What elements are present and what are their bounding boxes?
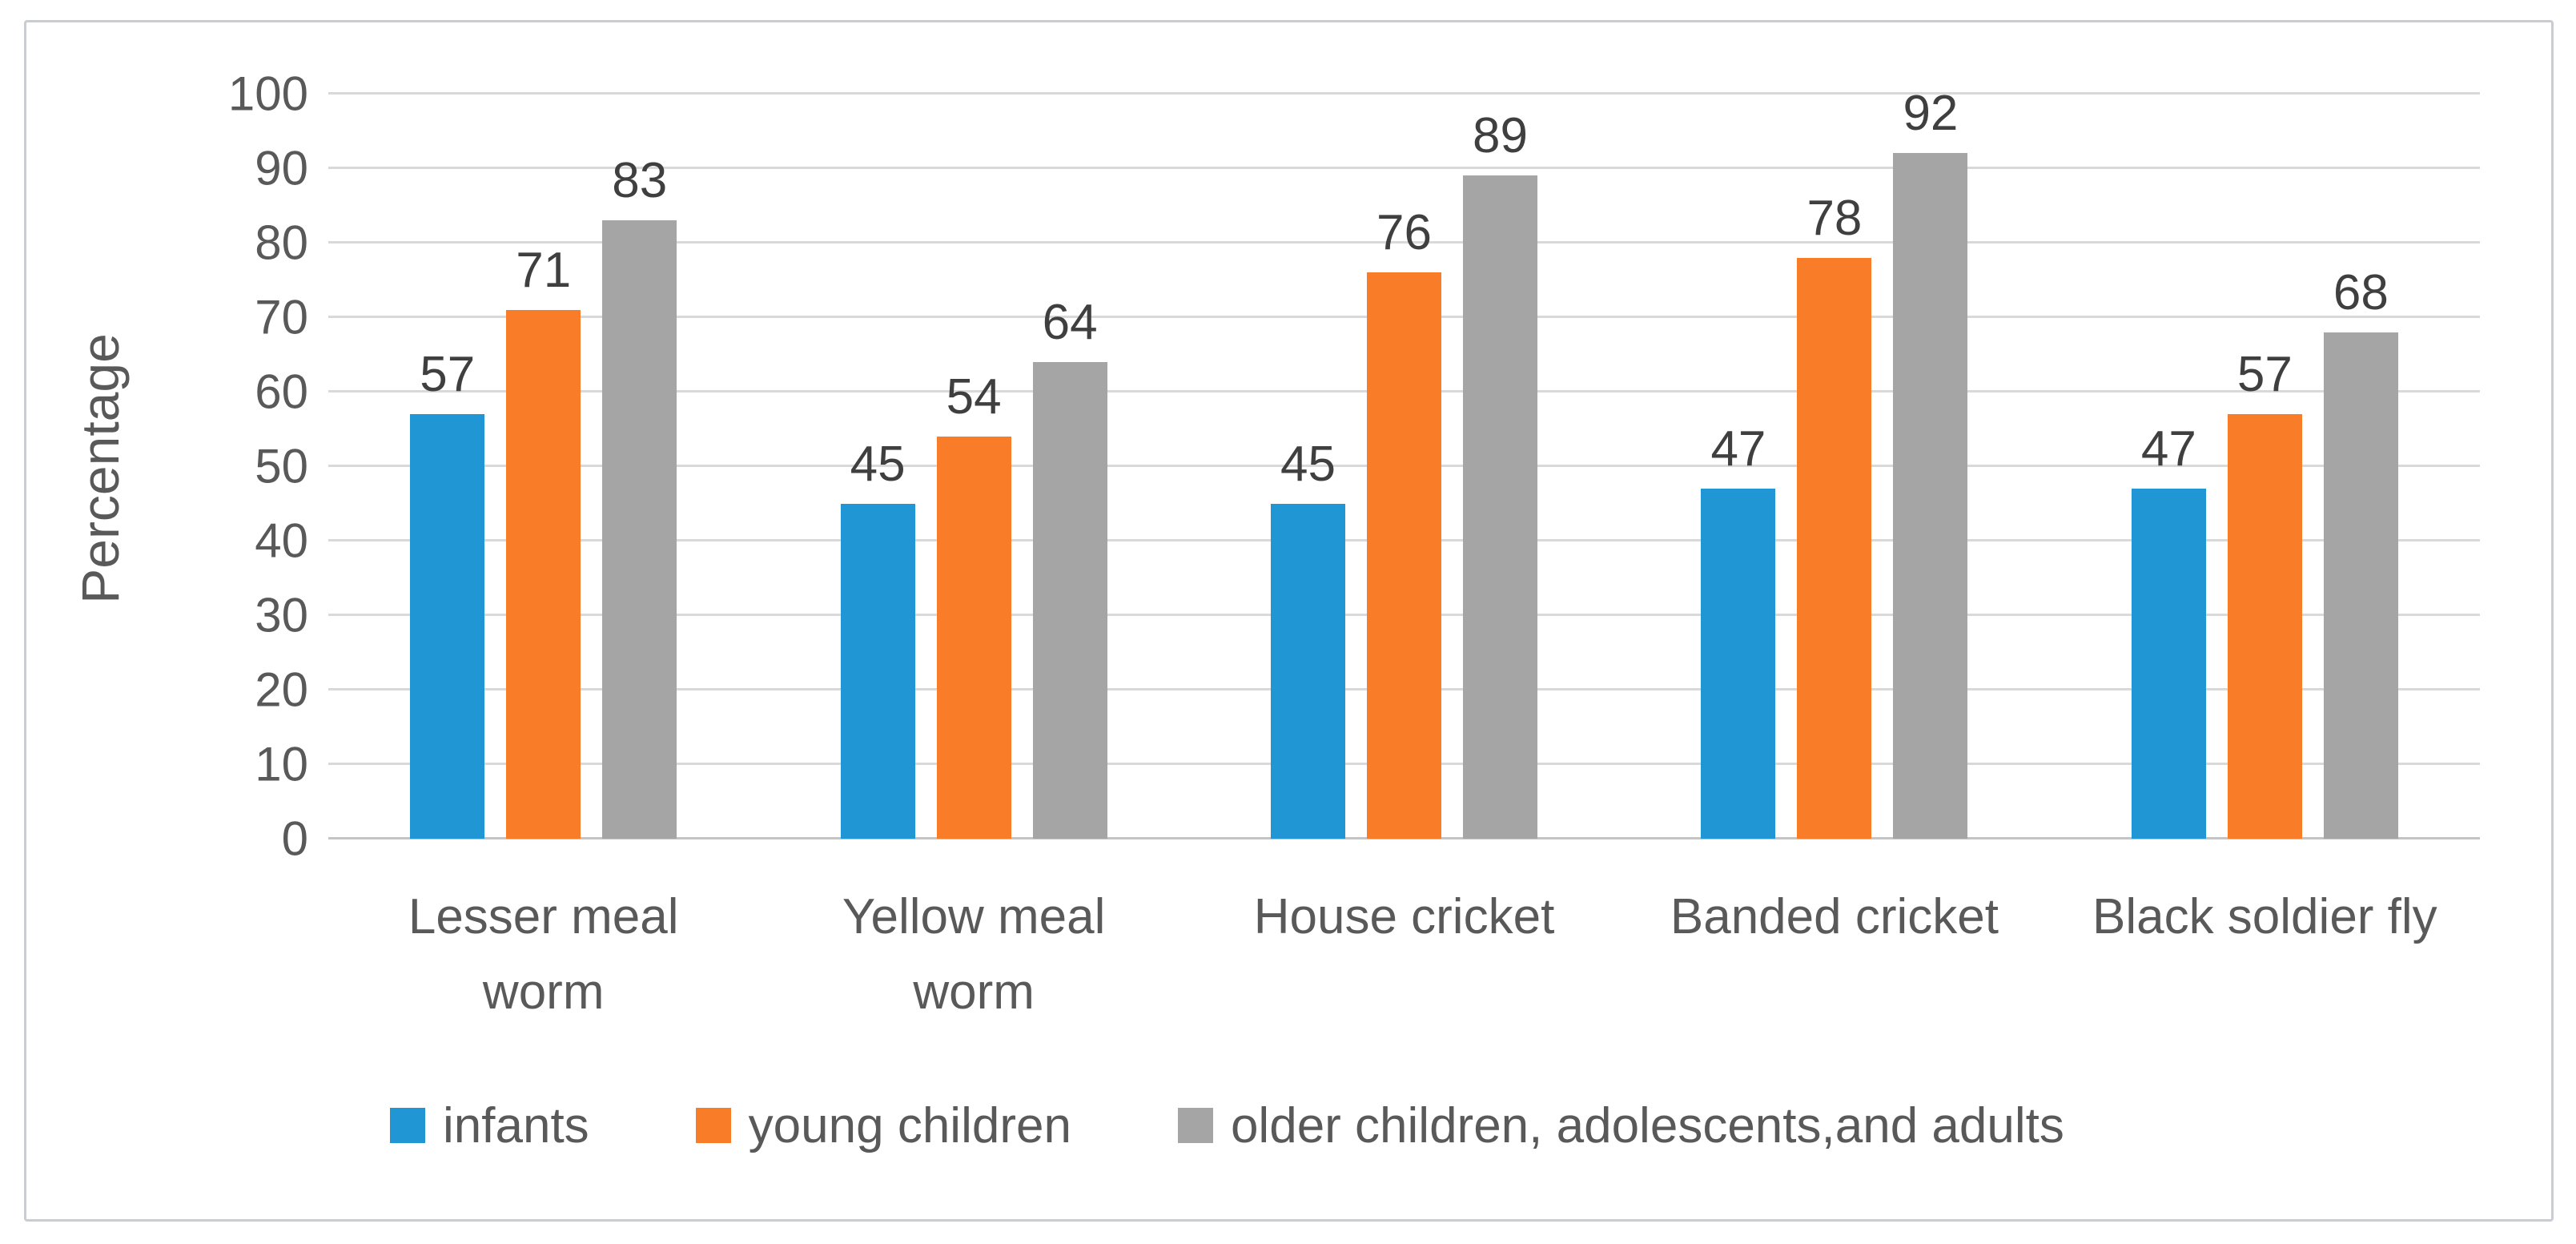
bar-infants: 45	[1271, 437, 1346, 839]
legend-label: older children, adolescents,and adults	[1230, 1097, 2064, 1153]
y-tick-label: 10	[255, 737, 308, 791]
bar-group: 47 57 68	[2050, 94, 2480, 839]
y-tick-label: 70	[255, 290, 308, 344]
bar-group: 45 54 64	[758, 94, 1188, 839]
y-tick-label: 40	[255, 513, 308, 568]
bar-older-children: 89	[1463, 108, 1538, 839]
gridline	[328, 92, 2480, 95]
x-category-label: Banded cricket	[1670, 889, 1999, 944]
bar-value-label: 76	[1376, 205, 1432, 261]
bar-value-label: 71	[516, 242, 572, 298]
x-category-label: Black soldier fly	[2092, 889, 2437, 944]
bar-older-children: 68	[2323, 265, 2398, 839]
legend-label: infants	[443, 1097, 589, 1153]
bar-young-children: 57	[2227, 347, 2302, 839]
legend-swatch-icon	[1177, 1108, 1213, 1143]
x-category-label: Lesser meal worm	[408, 889, 679, 1020]
y-tick-label: 100	[227, 66, 308, 121]
bar-value-label: 54	[946, 368, 1002, 425]
y-tick-label: 60	[255, 364, 308, 419]
bar-value-label: 57	[2236, 346, 2293, 402]
legend-swatch-icon	[695, 1108, 731, 1143]
y-tick-label: 30	[255, 588, 308, 642]
bar-value-label: 78	[1806, 190, 1863, 246]
bar-older-children: 92	[1893, 86, 1968, 839]
bar-value-label: 45	[1280, 436, 1336, 492]
bar-older-children: 64	[1032, 295, 1107, 839]
bar-group: 45 76 89	[1189, 94, 1619, 839]
x-axis-category-labels: Lesser meal worm Yellow meal worm House cr…	[328, 880, 2480, 1030]
bar-infants: 57	[410, 347, 485, 839]
x-category-label: House cricket	[1253, 889, 1555, 944]
legend-item: young children	[695, 1097, 1071, 1154]
bar-value-label: 92	[1903, 86, 1959, 142]
bar-group: 47 78 92	[1619, 86, 2049, 839]
plot-area: 57 71 83 45 54 64 45 76 89 47 78 92 47 57 68	[328, 86, 2480, 839]
bar-infants: 45	[840, 437, 915, 839]
bar-value-label: 47	[1710, 421, 1766, 477]
y-tick-label: 50	[255, 439, 308, 493]
y-tick-label: 80	[255, 215, 308, 270]
bar-infants: 47	[1701, 421, 1776, 839]
legend-item: infants	[390, 1097, 589, 1154]
y-tick-label: 20	[255, 662, 308, 717]
bar-value-label: 68	[2333, 264, 2389, 320]
bar-value-label: 47	[2140, 421, 2196, 477]
legend-item: older children, adolescents,and adults	[1177, 1097, 2064, 1154]
bar-infants: 47	[2131, 421, 2206, 839]
x-category-label: Yellow meal worm	[842, 889, 1106, 1020]
bar-groups: 57 71 83 45 54 64 45 76 89 47 78 92 47 57 68	[328, 86, 2480, 839]
bar-value-label: 89	[1473, 108, 1528, 164]
bar-young-children: 54	[936, 369, 1011, 839]
y-tick-label: 0	[281, 811, 308, 866]
bar-group: 57 71 83	[328, 94, 758, 839]
legend: infants young children older children, ado…	[390, 1092, 2064, 1159]
y-axis-tick-labels: 100 90 80 70 60 50 40 30 20 10 0	[0, 67, 308, 866]
bar-value-label: 83	[612, 153, 668, 209]
bar-value-label: 57	[420, 346, 476, 402]
legend-swatch-icon	[390, 1108, 425, 1143]
bar-value-label: 45	[850, 436, 906, 492]
bar-young-children: 71	[506, 243, 581, 839]
legend-label: young children	[748, 1097, 1071, 1153]
gridline	[328, 167, 2480, 169]
bar-young-children: 78	[1797, 191, 1872, 839]
bar-young-children: 76	[1367, 205, 1442, 839]
gridline	[328, 241, 2480, 244]
bar-older-children: 83	[602, 153, 677, 839]
y-tick-label: 90	[255, 141, 308, 195]
bar-value-label: 64	[1042, 294, 1098, 350]
